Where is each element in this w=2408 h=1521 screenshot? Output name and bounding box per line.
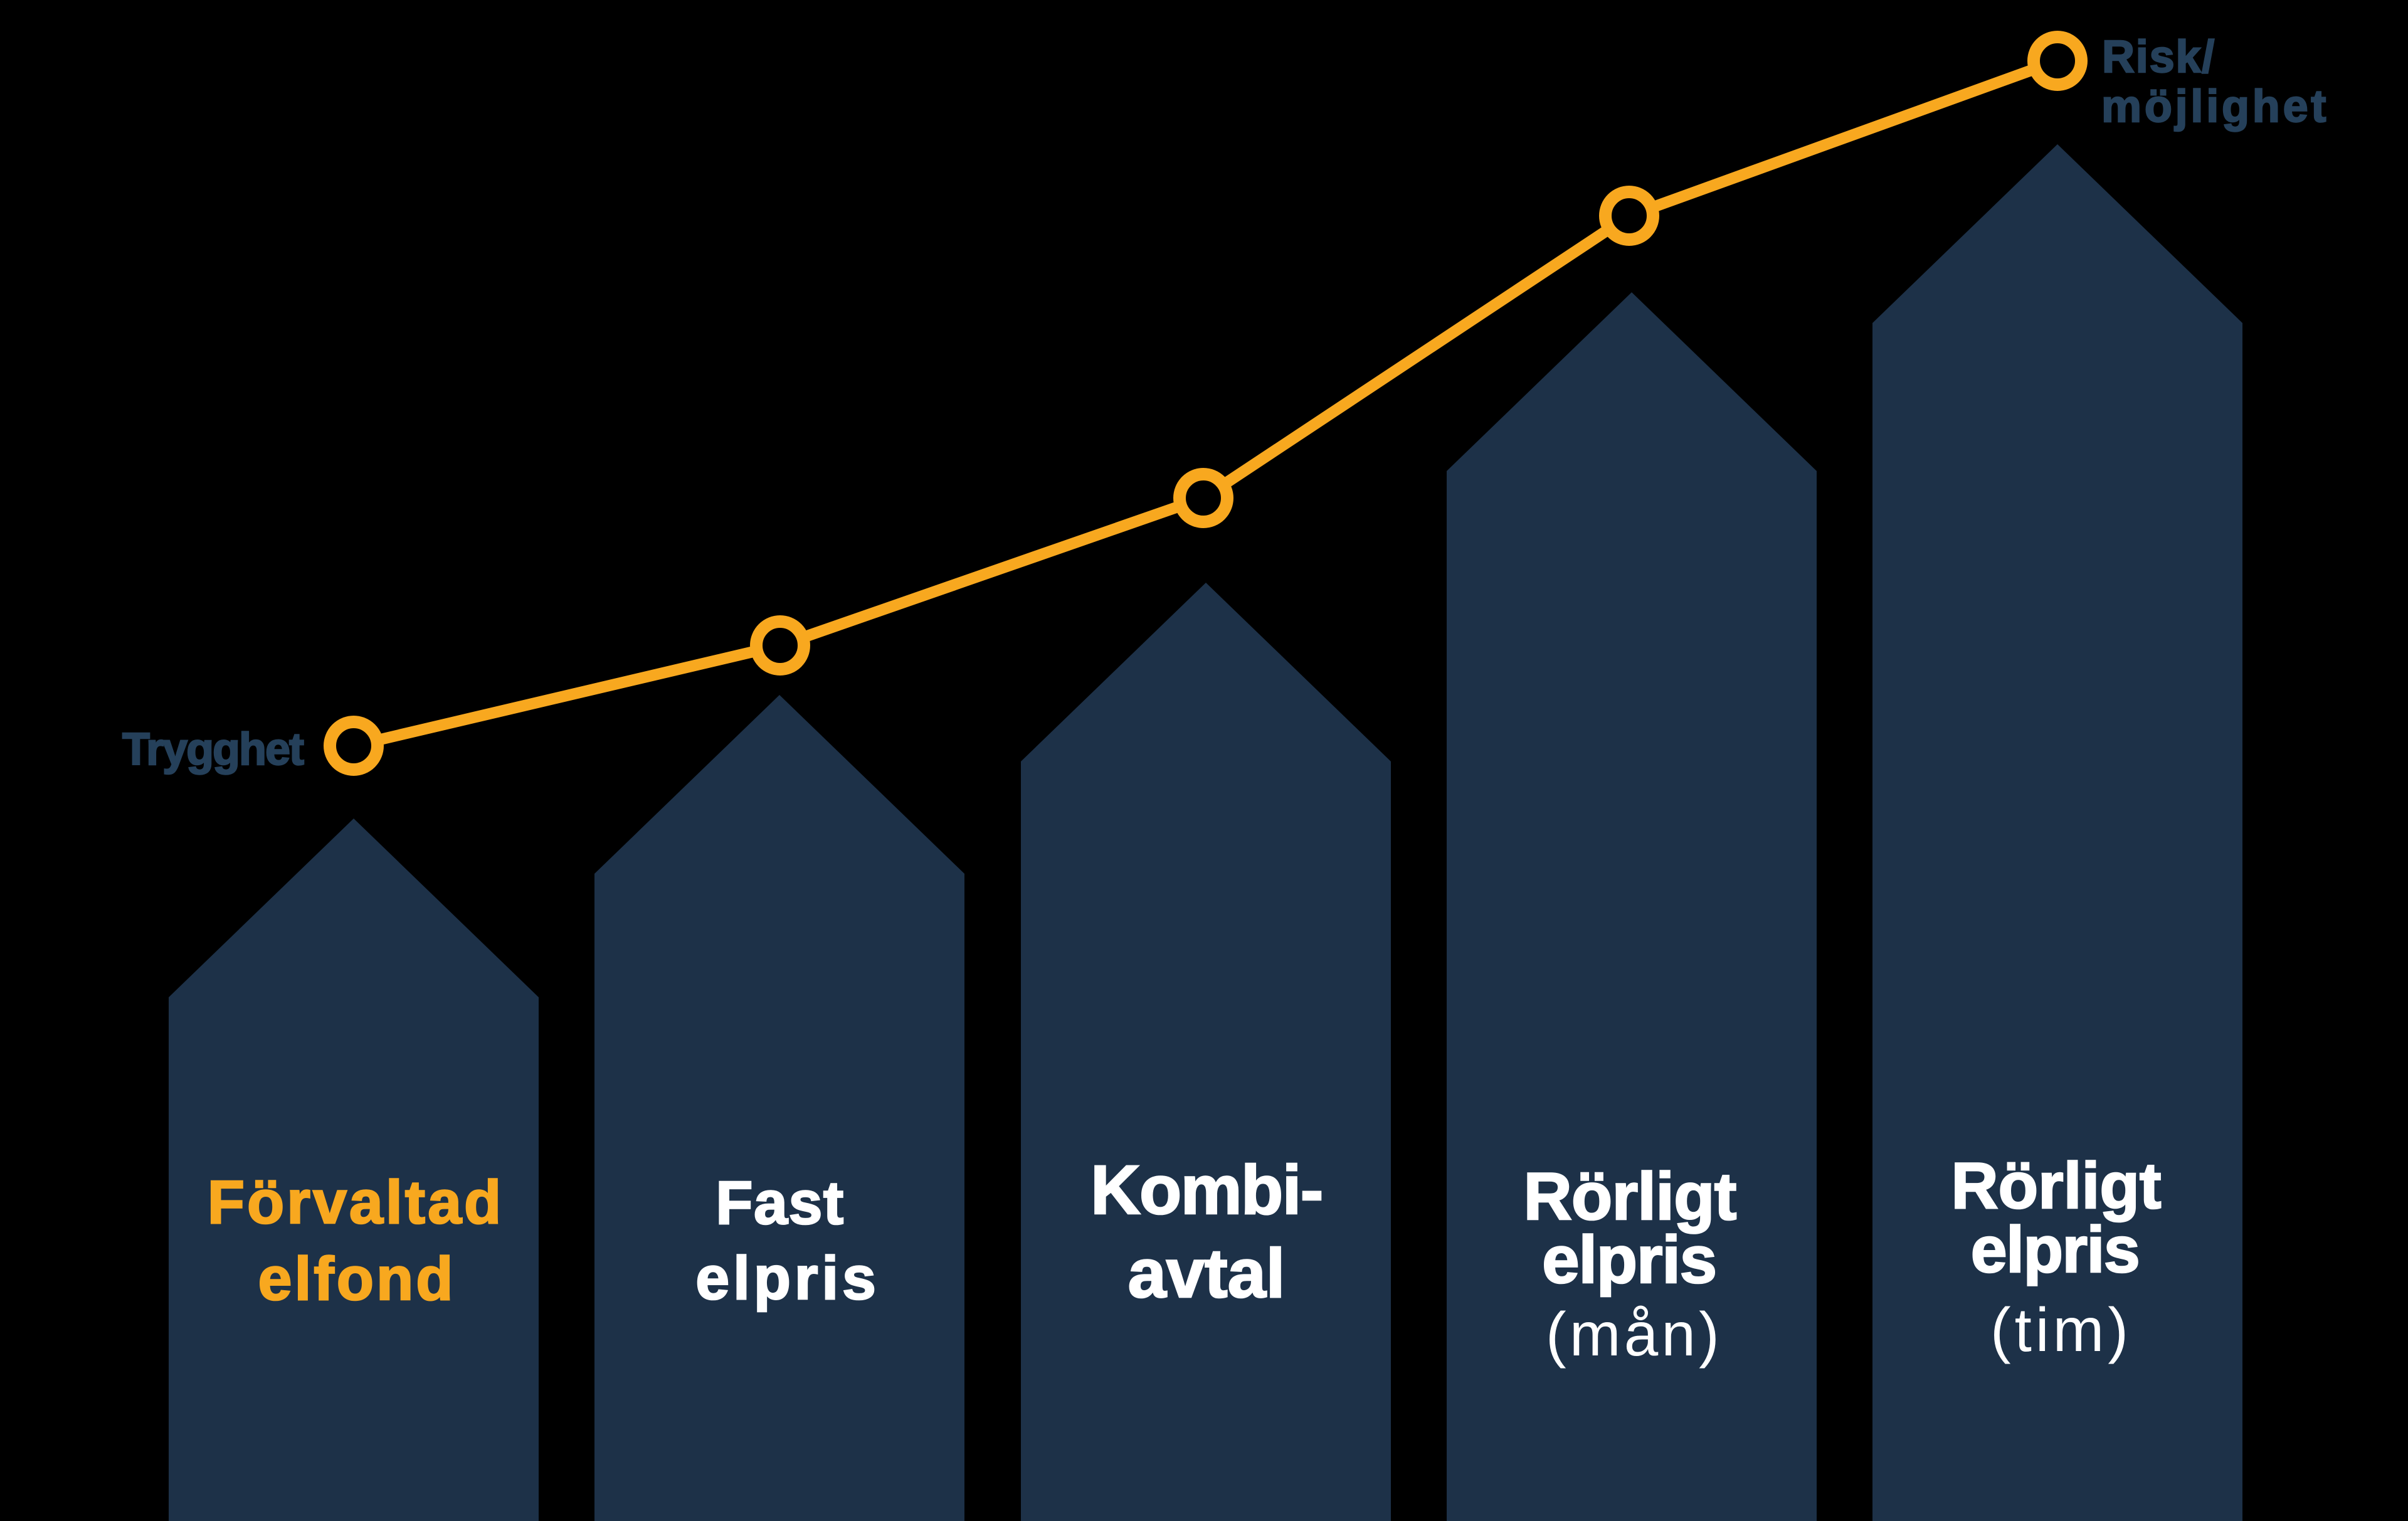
svg-text:möjlighet: möjlighet: [2101, 82, 2329, 132]
svg-text:Rörligt: Rörligt: [1523, 1158, 1736, 1234]
svg-text:Risk/: Risk/: [2102, 32, 2215, 82]
svg-text:elpris: elpris: [1542, 1222, 1716, 1297]
svg-text:(tim): (tim): [1990, 1295, 2132, 1364]
svg-text:Trygghet: Trygghet: [122, 724, 304, 775]
svg-text:elpris: elpris: [695, 1244, 880, 1312]
svg-text:avtal: avtal: [1128, 1235, 1286, 1312]
svg-text:(mån): (mån): [1546, 1300, 1723, 1369]
svg-text:Förvaltad: Förvaltad: [208, 1168, 504, 1236]
svg-text:elfond: elfond: [258, 1244, 456, 1313]
svg-text:elpris: elpris: [1971, 1214, 2139, 1286]
svg-text:Fast: Fast: [716, 1169, 844, 1237]
svg-text:Kombi-: Kombi-: [1090, 1152, 1323, 1229]
svg-text:Rörligt: Rörligt: [1951, 1150, 2161, 1222]
